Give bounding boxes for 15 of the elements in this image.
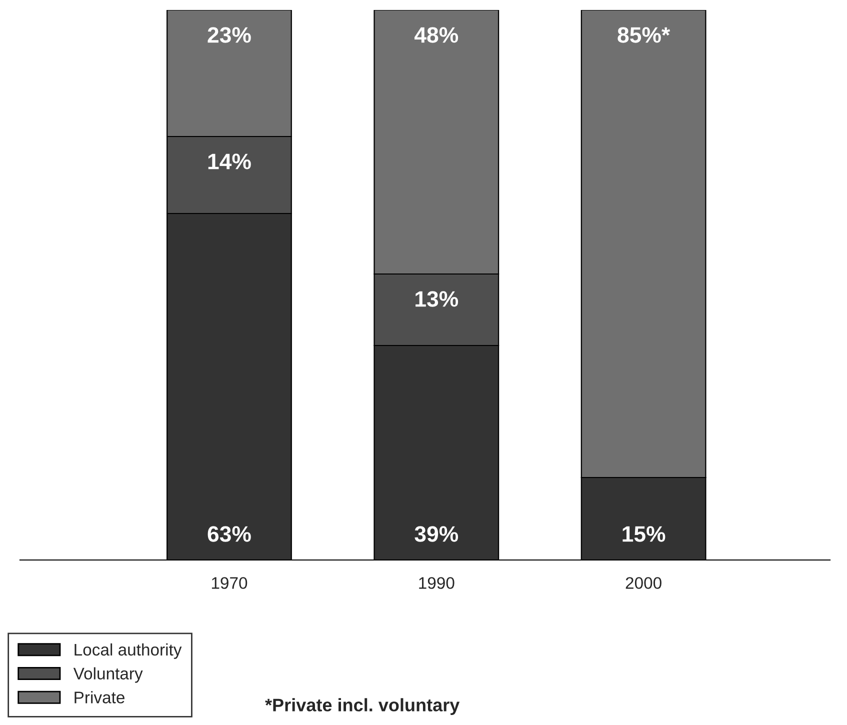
legend-label: Local authority [74, 643, 182, 659]
data-label: 14% [208, 154, 251, 170]
data-label: 63% [208, 526, 251, 542]
data-label: 23% [208, 27, 251, 43]
data-label: 48% [414, 27, 458, 43]
data-label: 15% [622, 526, 666, 542]
x-tick-label: 1990 [419, 577, 454, 589]
data-label: 85%* [618, 27, 670, 43]
legend-label: Private [74, 691, 124, 704]
data-label: 39% [414, 526, 458, 542]
text: *Private incl. voluntary [265, 698, 460, 715]
data-label: 13% [416, 291, 458, 307]
x-tick-label: 2000 [626, 577, 662, 589]
x-tick-label: 1970 [212, 577, 248, 589]
legend-label: Voluntary [73, 667, 143, 683]
